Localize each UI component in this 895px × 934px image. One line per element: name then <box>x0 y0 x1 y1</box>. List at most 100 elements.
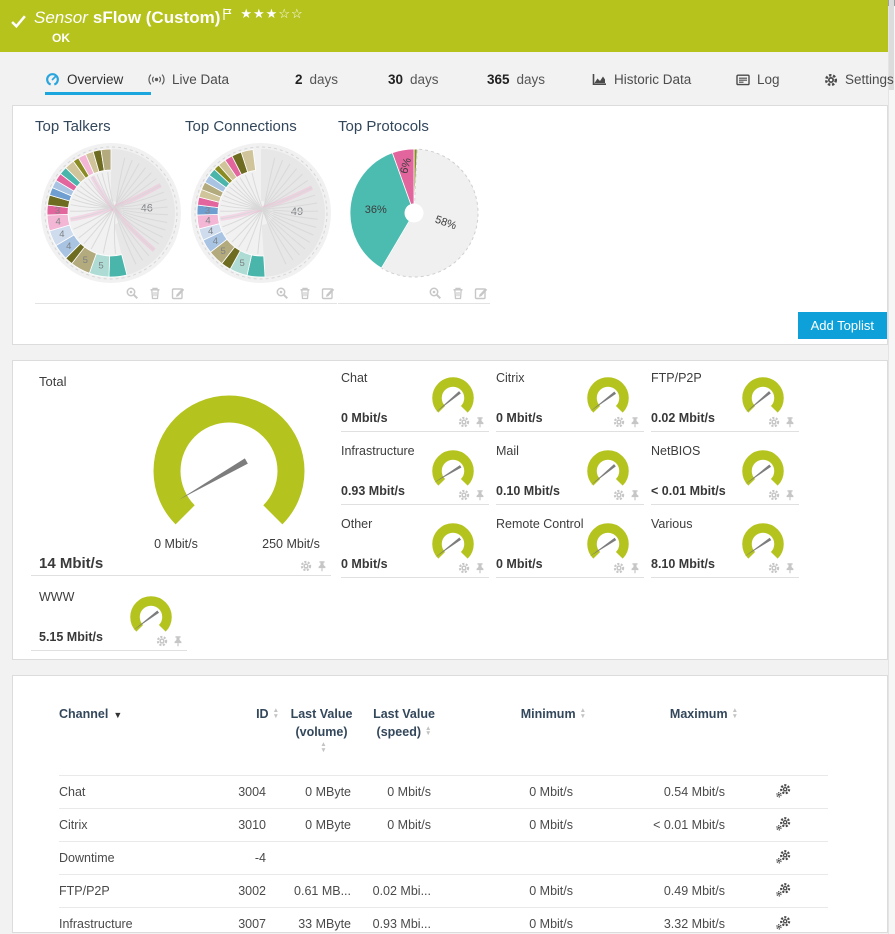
channels-table-panel: Channel ▼ ID ▲ ▼ Last Value (volume) ▲ ▼ Last … <box>12 675 888 934</box>
chart-title: Top Talkers <box>35 118 111 135</box>
gauge-icon <box>46 73 59 86</box>
toplist-edit-icon[interactable] <box>474 286 488 300</box>
gauge-settings-icon[interactable] <box>768 562 780 574</box>
channel-settings-icon[interactable] <box>775 816 791 831</box>
live-signal-icon <box>148 74 165 85</box>
top-protocols-pie-chart[interactable]: 58%36%6% <box>338 139 490 287</box>
gauge-label: Total <box>39 374 67 389</box>
tab-365-days[interactable]: 365 days <box>487 72 546 87</box>
priority-stars[interactable]: ★★★☆☆ <box>240 6 304 21</box>
toplist-zoom-icon[interactable] <box>275 286 289 300</box>
gauge-settings-icon[interactable] <box>768 489 780 501</box>
mini-gauge-dial <box>587 450 629 486</box>
toplist-edit-icon[interactable] <box>171 286 185 300</box>
column-header-id[interactable]: ID ▲ ▼ <box>256 707 279 721</box>
toplists-panel: Top Talkers 46 5 5 4 4 4 3 Top Connections 49 5… <box>12 105 888 345</box>
channel-name: Chat <box>59 774 229 808</box>
active-tab-underline <box>45 92 151 95</box>
gauge-pin-icon[interactable] <box>474 489 486 501</box>
gauge-settings-icon[interactable] <box>768 416 780 428</box>
toplist-delete-icon[interactable] <box>298 286 312 300</box>
column-header-minimum[interactable]: Minimum ▲ ▼ <box>520 707 586 721</box>
tab-2-days[interactable]: 2 days <box>295 72 339 87</box>
gauge-pin-icon[interactable] <box>629 562 641 574</box>
channel-actions <box>738 840 828 874</box>
gauge-netbios: NetBIOS < 0.01 Mbit/s <box>651 439 799 505</box>
maximum: < 0.01 Mbit/s <box>586 807 738 841</box>
gauge-pin-icon[interactable] <box>474 416 486 428</box>
gauge-citrix: Citrix 0 Mbit/s <box>496 366 644 432</box>
gauge-pin-icon[interactable] <box>172 635 184 647</box>
channel-id: 3010 <box>229 807 279 841</box>
channel-settings-icon[interactable] <box>775 915 791 930</box>
svg-text:5: 5 <box>83 255 88 266</box>
svg-text:5: 5 <box>98 261 103 272</box>
toplist-delete-icon[interactable] <box>148 286 162 300</box>
maximum: 3.32 Mbit/s <box>586 906 738 934</box>
last-value-speed <box>364 840 444 874</box>
gauge-pin-icon[interactable] <box>784 562 796 574</box>
mini-gauge-dial <box>432 450 474 486</box>
sort-icon: ▲ ▼ <box>272 707 279 720</box>
add-toplist-button[interactable]: Add Toplist <box>797 312 887 339</box>
tab-bar: Overview Live Data 2 days 30 days 365 days … <box>0 66 894 98</box>
tab-log[interactable]: Log <box>736 72 780 87</box>
column-header-channel[interactable]: Channel ▼ <box>59 707 123 721</box>
gauge-settings-icon[interactable] <box>613 562 625 574</box>
gauge-pin-icon[interactable] <box>784 489 796 501</box>
gauge-settings-icon[interactable] <box>458 562 470 574</box>
historic-chart-icon <box>592 74 606 85</box>
last-value-volume: 0 MByte <box>279 807 364 841</box>
column-header-maximum[interactable]: Maximum ▲ ▼ <box>669 707 738 721</box>
tab-live-data[interactable]: Live Data <box>148 72 229 87</box>
minimum: 0 Mbit/s <box>444 873 586 907</box>
svg-text:4: 4 <box>59 229 64 240</box>
gauge-settings-icon[interactable] <box>613 489 625 501</box>
total-gauge-dial <box>153 395 305 525</box>
toplist-zoom-icon[interactable] <box>428 286 442 300</box>
channel-name: Downtime <box>59 840 229 874</box>
svg-text:4: 4 <box>213 236 218 247</box>
gauge-pin-icon[interactable] <box>316 560 328 572</box>
sort-icon: ▲ ▼ <box>425 724 432 737</box>
svg-text:4: 4 <box>208 226 213 237</box>
column-header-last-value-speed[interactable]: Last Value (speed) ▲ ▼ <box>373 707 435 739</box>
channel-settings-icon[interactable] <box>775 882 791 897</box>
gauge-pin-icon[interactable] <box>784 416 796 428</box>
scrollbar[interactable] <box>888 0 895 934</box>
gauge-scale-max: 250 Mbit/s <box>262 537 320 551</box>
gauge-pin-icon[interactable] <box>629 489 641 501</box>
tab-30-days[interactable]: 30 days <box>388 72 439 87</box>
channel-settings-icon[interactable] <box>775 783 791 798</box>
gauge-settings-icon[interactable] <box>458 416 470 428</box>
gauge-settings-icon[interactable] <box>300 560 312 572</box>
toplist-edit-icon[interactable] <box>321 286 335 300</box>
toplist-delete-icon[interactable] <box>451 286 465 300</box>
gauge-mail: Mail 0.10 Mbit/s <box>496 439 644 505</box>
mini-gauge-dial <box>587 377 629 413</box>
tab-historic-data[interactable]: Historic Data <box>592 72 691 87</box>
tab-settings[interactable]: Settings <box>824 72 894 87</box>
gauge-settings-icon[interactable] <box>613 416 625 428</box>
gauge-pin-icon[interactable] <box>474 562 486 574</box>
gauge-chat: Chat 0 Mbit/s <box>341 366 489 432</box>
scrollbar-thumb[interactable] <box>889 0 894 90</box>
gauges-panel: Total 0 Mbit/s 250 Mbit/s 14 Mbit/s Chat… <box>12 360 888 660</box>
svg-text:49: 49 <box>291 206 303 218</box>
channel-settings-icon[interactable] <box>775 849 791 864</box>
flag-icon[interactable] <box>223 8 232 21</box>
column-header-last-value-volume[interactable]: Last Value (volume) ▲ ▼ <box>290 707 353 754</box>
gauge-pin-icon[interactable] <box>629 416 641 428</box>
gauge-remote-control: Remote Control 0 Mbit/s <box>496 512 644 578</box>
channel-name: FTP/P2P <box>59 873 229 907</box>
toplist-zoom-icon[interactable] <box>125 286 139 300</box>
gauge-other: Other 0 Mbit/s <box>341 512 489 578</box>
last-value-volume: 33 MByte <box>279 906 364 934</box>
sort-icon: ▲ ▼ <box>579 707 586 720</box>
gauge-settings-icon[interactable] <box>156 635 168 647</box>
tab-overview[interactable]: Overview <box>45 72 123 87</box>
last-value-volume: 0 MByte <box>279 774 364 808</box>
gauge-settings-icon[interactable] <box>458 489 470 501</box>
